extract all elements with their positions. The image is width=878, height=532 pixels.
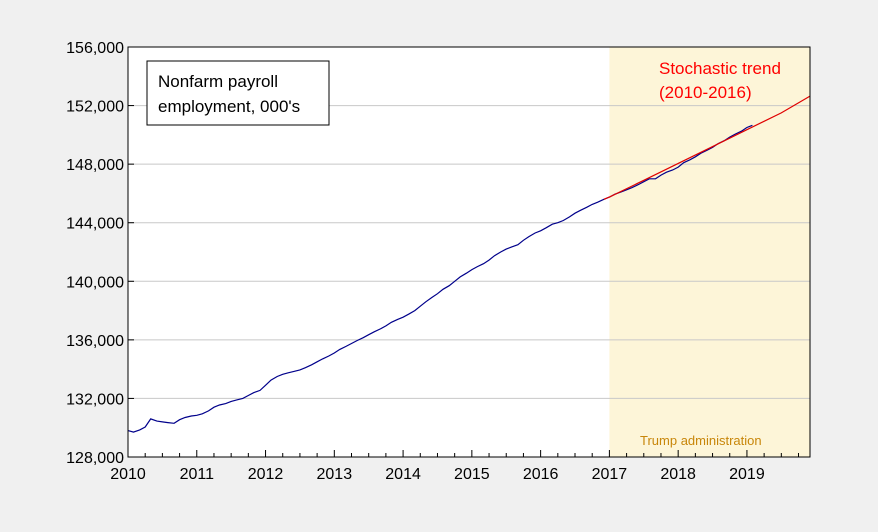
y-tick-label: 148,000 bbox=[66, 157, 124, 174]
x-tick-label: 2011 bbox=[180, 466, 215, 483]
stochastic-trend-line bbox=[603, 95, 811, 200]
x-tick-label: 2019 bbox=[729, 466, 765, 483]
trump-administration-shading bbox=[609, 47, 810, 457]
legend-box bbox=[146, 60, 330, 126]
y-tick-label: 144,000 bbox=[66, 216, 124, 233]
stochastic-trend-label-1: Stochastic trend bbox=[659, 59, 781, 78]
x-tick-label: 2018 bbox=[660, 466, 696, 483]
y-tick-label: 156,000 bbox=[66, 40, 124, 57]
x-tick-label: 2014 bbox=[385, 466, 421, 483]
x-tick-label: 2010 bbox=[110, 466, 146, 483]
y-axis: 128,000 132,000 136,000 140,000 144,000 148,0… bbox=[66, 40, 134, 467]
x-tick-label: 2016 bbox=[523, 466, 559, 483]
x-axis: 2010 2011 2012 2013 2014 2015 2016 2017 2018 2019 bbox=[110, 450, 800, 483]
legend-line-2: employment, 000's bbox=[158, 97, 300, 116]
y-tick-label: 132,000 bbox=[66, 391, 124, 408]
x-tick-label: 2015 bbox=[454, 466, 490, 483]
stochastic-trend-label-2: (2010-2016) bbox=[659, 83, 752, 102]
legend-line-1: Nonfarm payroll bbox=[158, 72, 278, 91]
x-tick-label: 2012 bbox=[248, 466, 284, 483]
y-tick-label: 136,000 bbox=[66, 333, 124, 350]
y-tick-label: 152,000 bbox=[66, 99, 124, 116]
x-tick-label: 2017 bbox=[592, 466, 628, 483]
y-tick-label: 140,000 bbox=[66, 274, 124, 291]
series-group bbox=[127, 95, 811, 433]
plot-frame bbox=[127, 46, 811, 458]
x-tick-label: 2013 bbox=[317, 466, 353, 483]
trump-administration-label: Trump administration bbox=[640, 433, 762, 448]
payroll-employment-line bbox=[127, 124, 753, 433]
y-tick-label: 128,000 bbox=[66, 450, 124, 467]
